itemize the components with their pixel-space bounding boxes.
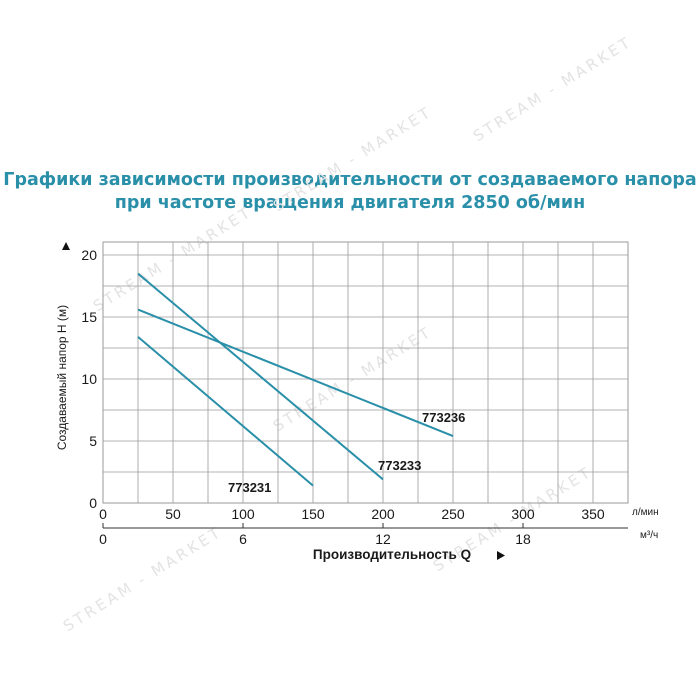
- y-tick-label: 10: [81, 371, 97, 387]
- x-tick-label-secondary: 12: [375, 531, 391, 547]
- y-tick-label: 0: [89, 495, 97, 511]
- x-unit-primary: л/мин: [632, 507, 659, 518]
- x-tick-label-secondary: 18: [515, 531, 531, 547]
- series-label-773236: 773236: [422, 410, 465, 425]
- x-tick-label-primary: 150: [301, 506, 325, 522]
- x-tick-label-primary: 100: [231, 506, 255, 522]
- x-tick-label-primary: 200: [371, 506, 395, 522]
- y-axis-label: Создаваемый напор H (м): [55, 305, 69, 450]
- series-label-773231: 773231: [228, 480, 271, 495]
- y-tick-label: 20: [81, 247, 97, 263]
- y-tick-label: 5: [89, 433, 97, 449]
- y-tick-label: 15: [81, 309, 97, 325]
- x-axis-label: Производительность Q: [313, 547, 471, 562]
- series-line-773233: [137, 272, 384, 481]
- x-tick-label-primary: 300: [511, 506, 535, 522]
- x-tick-label-secondary: 0: [99, 531, 107, 547]
- plot-frame: [102, 241, 629, 504]
- chart-title-line-1: Графики зависимости производительности о…: [3, 170, 697, 190]
- x-tick-label-secondary: 6: [239, 531, 247, 547]
- x-tick-label-primary: 0: [99, 506, 107, 522]
- series-line-773236: [137, 308, 454, 437]
- x-unit-secondary: м³/ч: [640, 530, 658, 541]
- y-axis-arrow: [62, 242, 70, 250]
- x-tick-label-primary: 50: [165, 506, 181, 522]
- x-tick-label-primary: 350: [581, 506, 605, 522]
- x-tick-label-primary: 250: [441, 506, 465, 522]
- x-axis-arrow: [497, 551, 505, 560]
- series-label-773233: 773233: [378, 458, 421, 473]
- series-line-773231: [137, 336, 314, 487]
- chart-title-line-2: при частоте вращения двигателя 2850 об/м…: [114, 193, 586, 213]
